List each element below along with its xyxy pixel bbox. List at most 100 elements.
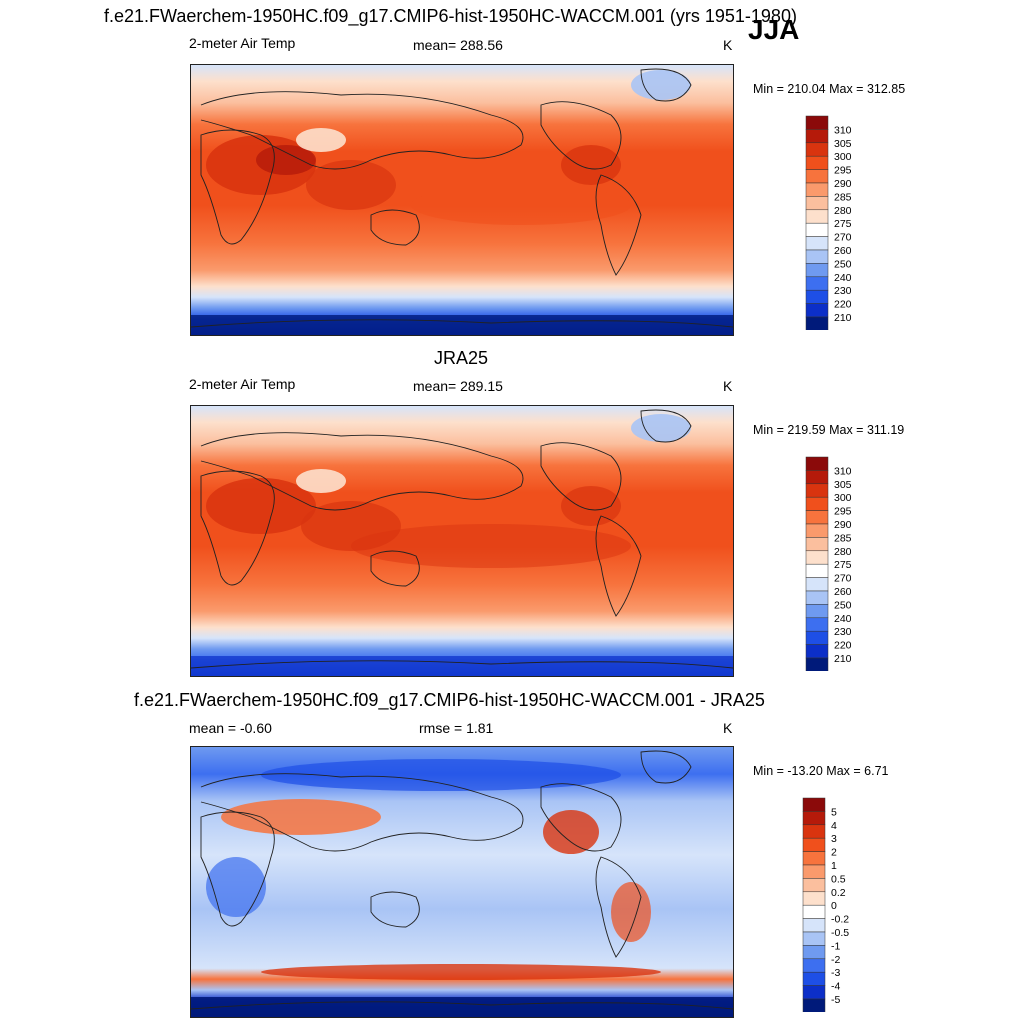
panel3-colorbar-tick-label: 1 <box>831 860 837 872</box>
panel2-colorbar-swatch <box>805 630 829 645</box>
panel1-sahara-hot <box>256 145 316 175</box>
panel2-colorbar-tick-label: 290 <box>834 519 852 531</box>
panel2-colorbar-swatch <box>805 657 829 671</box>
panel3-coastlines <box>191 750 733 1010</box>
panel1-colorbar-tick-label: 310 <box>834 124 852 136</box>
panel3-colorbar-swatch <box>802 918 826 933</box>
panel3-colorbar-tick-label: -2 <box>831 954 840 966</box>
panel2-colorbar-swatch <box>805 590 829 605</box>
panel1-colorbar-tick-label: 220 <box>834 299 852 311</box>
panel3-colorbar-swatch <box>802 891 826 906</box>
panel2-colorbar-tick-label: 305 <box>834 479 852 491</box>
panel3-colorbar-tick-label: 5 <box>831 806 837 818</box>
panel2-greenland-cold <box>631 414 691 442</box>
panel3-colorbar-swatch <box>802 985 826 1000</box>
panel2-colorbar-tick-label: 270 <box>834 573 852 585</box>
panel1-colorbar-swatch <box>805 316 829 330</box>
panel1-colorbar-swatch <box>805 303 829 318</box>
panel1-tibet-cold <box>296 128 346 152</box>
panel1-colorbar-tick-label: 250 <box>834 258 852 270</box>
panel3-colorbar-tick-label: 0.5 <box>831 873 846 885</box>
panel3-colorbar-tick-label: 0.2 <box>831 887 846 899</box>
panel2-colorbar-tick-label: 300 <box>834 492 852 504</box>
panel3-colorbar-tick-label: 4 <box>831 820 837 832</box>
panel3-colorbar-tick-label: -5 <box>831 994 840 1006</box>
panel1-units-label: K <box>723 37 733 53</box>
panel3-colorbar-tick-label: 2 <box>831 847 837 859</box>
panel1-colorbar-tick-label: 290 <box>834 178 852 190</box>
panel3-colorbar-swatch <box>802 878 826 893</box>
panel3-colorbar-swatch <box>802 824 826 839</box>
panel1-colorbar-swatch <box>805 236 829 251</box>
season-label: JJA <box>748 14 800 45</box>
panel2-minmax-label: Min = 219.59 Max = 311.19 <box>753 423 905 437</box>
panel1-colorbar-tick-label: 270 <box>834 232 852 244</box>
panel3-colorbar-tick-label: 3 <box>831 833 837 845</box>
panel3-colorbar: 5 43 210.5 0.20 -0.2-0.5-1 -2-3 -4-5 <box>802 797 849 1012</box>
panel1-colorbar-swatch <box>805 142 829 157</box>
panel3-minmax-label: Min = -13.20 Max = 6.71 <box>753 764 889 778</box>
panel2-africa-warm <box>206 478 316 534</box>
panel2-colorbar-swatch <box>805 496 829 511</box>
panel1-minmax-label: Min = 210.04 Max = 312.85 <box>753 82 906 96</box>
panel1-map-svg <box>191 65 733 335</box>
panel2-tibet-cold <box>296 469 346 493</box>
panel2-colorbar-tick-label: 310 <box>834 465 852 477</box>
panel2-colorbar-swatch <box>805 483 829 498</box>
panel1-colorbar-swatch <box>805 249 829 264</box>
panel3-eurasia-warm-bias <box>221 799 381 835</box>
panel3-colorbar-swatch <box>802 864 826 879</box>
panel2-pacific-warm <box>351 524 631 568</box>
panel2-colorbar-tick-label: 260 <box>834 586 852 598</box>
panel1-map <box>190 64 734 336</box>
panel2-coastlines <box>191 409 733 669</box>
panel2-colorbar-tick-label: 285 <box>834 532 852 544</box>
panel1-antarctica-cold <box>191 315 733 335</box>
panel1-colorbar-swatch <box>805 263 829 278</box>
panel2-colorbar-tick-label: 240 <box>834 613 852 625</box>
panel1-greenland-cold <box>631 70 691 100</box>
panel2-antarctica-cold <box>191 656 733 676</box>
panel3-colorbar-swatch <box>802 837 826 852</box>
panel3-map-svg <box>191 747 733 1017</box>
panel1-colorbar-tick-label: 300 <box>834 151 852 163</box>
panel1-colorbar-tick-label: 305 <box>834 138 852 150</box>
panel1-colorbar-tick-label: 280 <box>834 205 852 217</box>
panel1-namerica-warm <box>561 145 621 185</box>
panel3-units-label: K <box>723 720 733 736</box>
panel2-colorbar-swatch <box>805 456 829 471</box>
panel1-colorbar-tick-label: 210 <box>834 312 852 324</box>
panel3-samerica-warm-bias <box>611 882 651 942</box>
panel2-colorbar-swatch <box>805 644 829 659</box>
panel3-colorbar-swatch <box>802 797 826 812</box>
panel1-colorbar-swatch <box>805 182 829 197</box>
panel2-colorbar-tick-label: 220 <box>834 640 852 652</box>
panel3-colorbar-tick-label: -3 <box>831 967 840 979</box>
panel3-colorbar-swatch <box>802 971 826 986</box>
panel1-colorbar-tick-label: 295 <box>834 165 852 177</box>
panel2-colorbar-swatch <box>805 577 829 592</box>
panel2-colorbar-swatch <box>805 510 829 525</box>
panel3-colorbar-tick-label: -4 <box>831 981 840 993</box>
panel1-coastlines <box>191 68 733 328</box>
panel2-map-svg <box>191 406 733 676</box>
panel3-colorbar-swatch <box>802 904 826 919</box>
panel1-colorbar-swatch <box>805 129 829 144</box>
panel2-units-label: K <box>723 378 733 394</box>
panel1-indian-warm <box>306 160 396 210</box>
panel1-colorbar-tick-label: 285 <box>834 191 852 203</box>
panel2-colorbar-swatch <box>805 604 829 619</box>
panel3-colorbar-tick-label: -1 <box>831 940 840 952</box>
panel2-colorbar-tick-label: 210 <box>834 653 852 665</box>
panel2-title: JRA25 <box>434 348 489 368</box>
panel1-colorbar-swatch <box>805 209 829 224</box>
panel2-colorbar-tick-label: 250 <box>834 599 852 611</box>
panel2-mean-label: mean= 289.15 <box>413 378 503 394</box>
panel3-colorbar-swatch <box>802 958 826 973</box>
panel2-colorbar-swatch <box>805 617 829 632</box>
panel3-rmse-label: rmse = 1.81 <box>419 720 494 736</box>
panel1-colorbar-swatch <box>805 169 829 184</box>
panel2-namerica-warm <box>561 486 621 526</box>
panel2-colorbar-tick-label: 295 <box>834 506 852 518</box>
